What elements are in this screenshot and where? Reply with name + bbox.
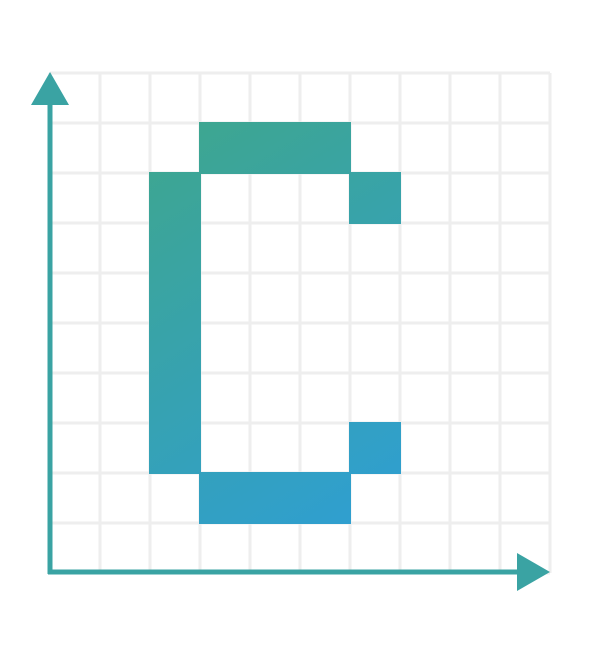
- arrow-up-icon: [31, 72, 69, 105]
- letter-c-pixel: [149, 372, 201, 424]
- letter-c-pixel: [149, 422, 201, 474]
- letter-c-pixel: [299, 472, 351, 524]
- letter-c-pixel: [199, 122, 251, 174]
- letter-c: [149, 122, 401, 524]
- axes: [31, 72, 550, 591]
- letter-c-pixel: [199, 472, 251, 524]
- letter-c-pixel: [349, 172, 401, 224]
- letter-c-pixel: [349, 422, 401, 474]
- letter-c-pixel: [249, 472, 301, 524]
- letter-c-pixel: [149, 272, 201, 324]
- letter-c-pixel: [149, 222, 201, 274]
- arrow-right-icon: [517, 553, 550, 591]
- letter-c-pixel: [299, 122, 351, 174]
- letter-c-pixel: [249, 122, 301, 174]
- letter-c-pixel: [149, 172, 201, 224]
- letter-c-pixel: [149, 322, 201, 374]
